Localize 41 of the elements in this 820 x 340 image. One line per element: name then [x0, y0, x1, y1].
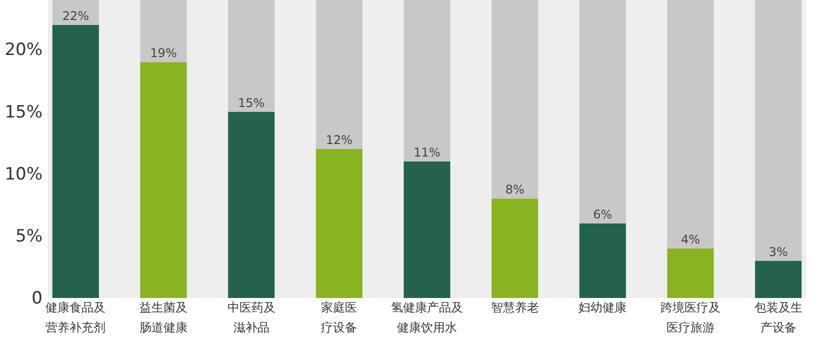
x-tick-label: 健康食品及营养补充剂 — [46, 300, 106, 334]
x-tick-label: 家庭医疗设备 — [321, 300, 358, 334]
bar — [228, 112, 275, 298]
data-label: 8% — [505, 182, 524, 197]
bar — [755, 260, 802, 298]
bar — [667, 0, 714, 248]
y-tick-label: 10% — [4, 164, 42, 184]
bar — [404, 0, 450, 162]
data-label: 22% — [62, 8, 90, 23]
bar — [667, 248, 714, 298]
x-tick-label: 氢健康产品及健康饮用水 — [391, 300, 463, 334]
bar — [404, 161, 450, 298]
bar — [228, 0, 275, 112]
data-label: 6% — [593, 208, 612, 222]
data-label: 3% — [768, 244, 788, 259]
bar — [140, 62, 187, 298]
y-tick-label: 0 — [32, 288, 42, 308]
y-tick-label: 20% — [4, 40, 42, 60]
data-label: 11% — [414, 145, 440, 160]
x-tick-label: 包装及生产设备 — [754, 300, 802, 334]
bar — [140, 0, 187, 62]
bar — [492, 198, 538, 298]
x-tick-label: 妇幼健康 — [578, 300, 627, 314]
bar — [316, 0, 362, 149]
bar — [52, 0, 99, 25]
x-tick-label: 益生菌及肠道健康 — [140, 300, 188, 334]
bar — [755, 0, 802, 261]
x-tick-label: 跨境医疗及医疗旅游 — [660, 300, 720, 334]
bar — [579, 224, 626, 298]
data-label: 12% — [326, 133, 353, 147]
data-label: 15% — [238, 96, 265, 110]
x-tick-label: 智慧养老 — [490, 300, 539, 314]
y-tick-label: 5% — [16, 226, 42, 246]
bar — [579, 0, 626, 224]
y-tick-label: 15% — [4, 102, 42, 122]
data-label: 19% — [150, 46, 177, 60]
data-label: 4% — [680, 232, 700, 246]
bar — [316, 149, 362, 298]
bar — [492, 0, 538, 199]
x-tick-label: 中医药及滋补品 — [227, 300, 276, 334]
bar — [52, 24, 99, 298]
